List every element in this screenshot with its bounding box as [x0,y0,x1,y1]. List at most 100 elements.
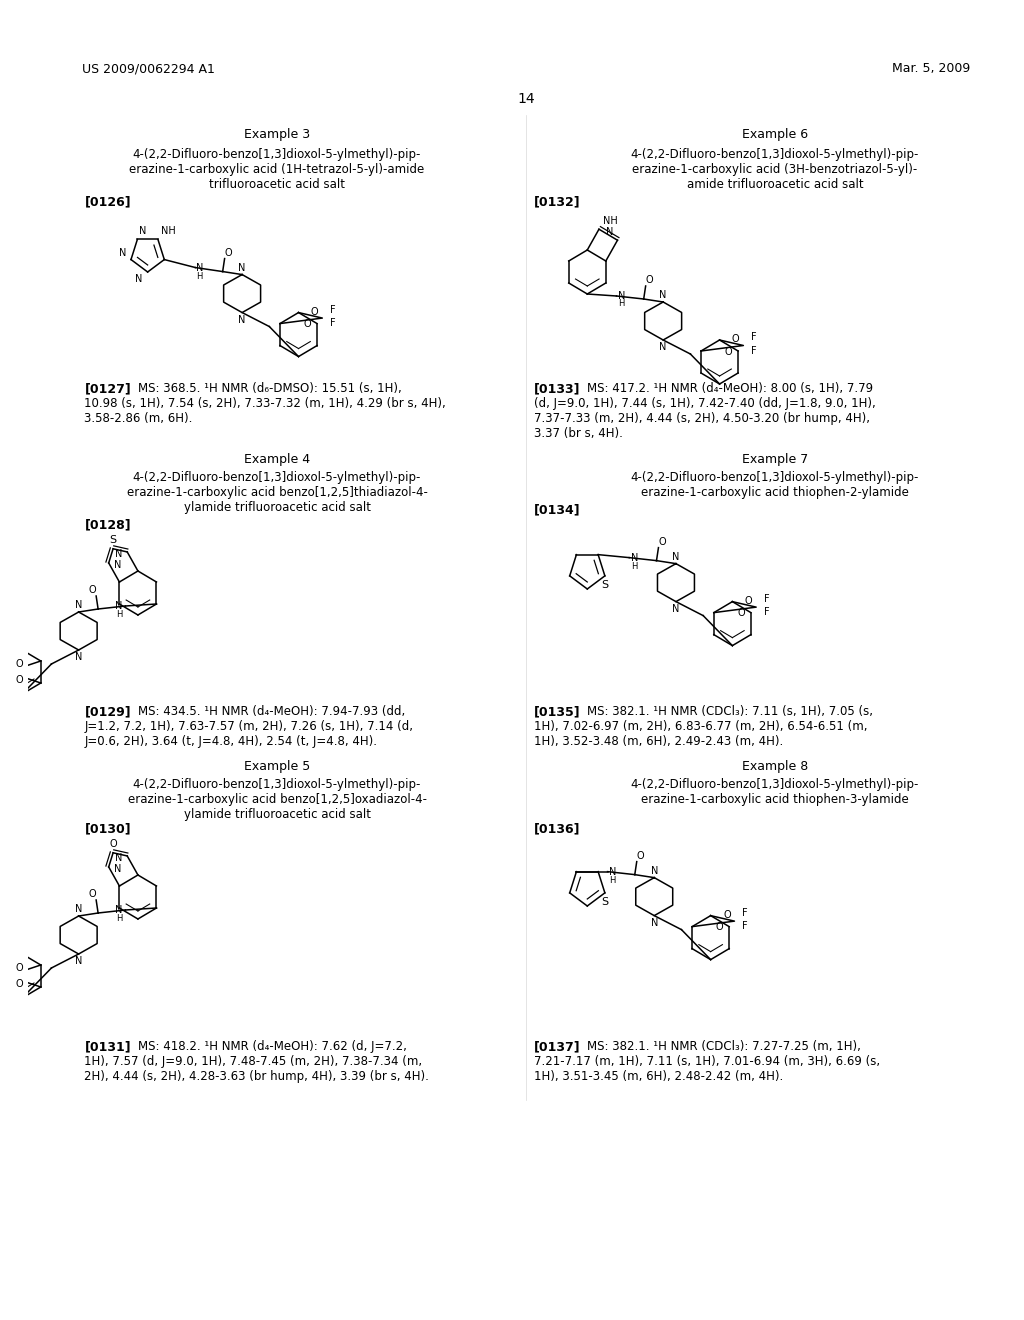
Text: N: N [606,227,613,238]
Text: 2H), 4.44 (s, 2H), 4.28-3.63 (br hump, 4H), 3.39 (br s, 4H).: 2H), 4.44 (s, 2H), 4.28-3.63 (br hump, 4… [84,1071,429,1082]
Text: F: F [742,908,748,919]
Text: ylamide trifluoroacetic acid salt: ylamide trifluoroacetic acid salt [183,502,371,513]
Text: 4-(2,2-Difluoro-benzo[1,3]dioxol-5-ylmethyl)-pip-: 4-(2,2-Difluoro-benzo[1,3]dioxol-5-ylmet… [133,777,421,791]
Text: Example 3: Example 3 [244,128,310,141]
Text: MS: 382.1. ¹H NMR (CDCl₃): 7.11 (s, 1H), 7.05 (s,: MS: 382.1. ¹H NMR (CDCl₃): 7.11 (s, 1H),… [588,705,873,718]
Text: H: H [197,272,203,281]
Text: [0136]: [0136] [534,822,581,836]
Text: S: S [601,896,608,907]
Text: H: H [116,913,123,923]
Text: F: F [742,921,748,931]
Text: O: O [737,609,745,618]
Text: ylamide trifluoroacetic acid salt: ylamide trifluoroacetic acid salt [183,808,371,821]
Text: F: F [330,305,336,315]
Text: N: N [609,867,616,876]
Text: S: S [110,535,117,545]
Text: N: N [197,263,204,272]
Text: N: N [631,553,639,562]
Text: Example 4: Example 4 [244,453,310,466]
Text: N: N [119,248,126,257]
Text: 4-(2,2-Difluoro-benzo[1,3]dioxol-5-ylmethyl)-pip-: 4-(2,2-Difluoro-benzo[1,3]dioxol-5-ylmet… [631,777,920,791]
Text: F: F [764,607,770,618]
Text: [0127]: [0127] [84,381,131,395]
Text: 7.37-7.33 (m, 2H), 4.44 (s, 2H), 4.50-3.20 (br hump, 4H),: 7.37-7.33 (m, 2H), 4.44 (s, 2H), 4.50-3.… [534,412,869,425]
Text: NH: NH [161,227,175,236]
Text: O: O [646,275,653,285]
Text: N: N [75,652,82,663]
Text: N: N [115,906,123,915]
Text: US 2009/0062294 A1: US 2009/0062294 A1 [82,62,214,75]
Text: erazine-1-carboxylic acid (1H-tetrazol-5-yl)-amide: erazine-1-carboxylic acid (1H-tetrazol-5… [129,162,425,176]
Text: O: O [15,659,23,669]
Text: 1H), 3.52-3.48 (m, 6H), 2.49-2.43 (m, 4H).: 1H), 3.52-3.48 (m, 6H), 2.49-2.43 (m, 4H… [534,735,783,748]
Text: O: O [224,248,232,257]
Text: Example 6: Example 6 [742,128,808,141]
Text: O: O [311,306,318,317]
Text: O: O [725,347,732,356]
Text: 3.37 (br s, 4H).: 3.37 (br s, 4H). [534,426,623,440]
Text: O: O [732,334,739,345]
Text: erazine-1-carboxylic acid benzo[1,2,5]oxadiazol-4-: erazine-1-carboxylic acid benzo[1,2,5]ox… [128,793,427,807]
Text: 7.21-7.17 (m, 1H), 7.11 (s, 1H), 7.01-6.94 (m, 3H), 6.69 (s,: 7.21-7.17 (m, 1H), 7.11 (s, 1H), 7.01-6.… [534,1055,880,1068]
Text: MS: 418.2. ¹H NMR (d₄-MeOH): 7.62 (d, J=7.2,: MS: 418.2. ¹H NMR (d₄-MeOH): 7.62 (d, J=… [138,1040,407,1053]
Text: 4-(2,2-Difluoro-benzo[1,3]dioxol-5-ylmethyl)-pip-: 4-(2,2-Difluoro-benzo[1,3]dioxol-5-ylmet… [133,471,421,484]
Text: N: N [650,917,658,928]
Text: [0137]: [0137] [534,1040,581,1053]
Text: Example 5: Example 5 [244,760,310,774]
Text: J=0.6, 2H), 3.64 (t, J=4.8, 4H), 2.54 (t, J=4.8, 4H).: J=0.6, 2H), 3.64 (t, J=4.8, 4H), 2.54 (t… [84,735,378,748]
Text: O: O [15,962,23,973]
Text: trifluoroacetic acid salt: trifluoroacetic acid salt [209,178,345,191]
Text: S: S [601,579,608,590]
Text: Example 8: Example 8 [741,760,808,774]
Text: MS: 434.5. ¹H NMR (d₄-MeOH): 7.94-7.93 (dd,: MS: 434.5. ¹H NMR (d₄-MeOH): 7.94-7.93 (… [138,705,406,718]
Text: H: H [609,875,615,884]
Text: erazine-1-carboxylic acid thiophen-2-ylamide: erazine-1-carboxylic acid thiophen-2-yla… [641,486,909,499]
Text: O: O [723,909,731,920]
Text: 1H), 3.51-3.45 (m, 6H), 2.48-2.42 (m, 4H).: 1H), 3.51-3.45 (m, 6H), 2.48-2.42 (m, 4H… [534,1071,783,1082]
Text: N: N [659,342,667,352]
Text: F: F [764,594,770,605]
Text: N: N [673,552,680,561]
Text: Mar. 5, 2009: Mar. 5, 2009 [892,62,971,75]
Text: MS: 368.5. ¹H NMR (d₆-DMSO): 15.51 (s, 1H),: MS: 368.5. ¹H NMR (d₆-DMSO): 15.51 (s, 1… [138,381,401,395]
Text: 1H), 7.02-6.97 (m, 2H), 6.83-6.77 (m, 2H), 6.54-6.51 (m,: 1H), 7.02-6.97 (m, 2H), 6.83-6.77 (m, 2H… [534,719,867,733]
Text: [0135]: [0135] [534,705,581,718]
Text: [0126]: [0126] [84,195,131,209]
Text: erazine-1-carboxylic acid (3H-benzotriazol-5-yl)-: erazine-1-carboxylic acid (3H-benzotriaz… [633,162,918,176]
Text: H: H [116,610,123,619]
Text: 1H), 7.57 (d, J=9.0, 1H), 7.48-7.45 (m, 2H), 7.38-7.34 (m,: 1H), 7.57 (d, J=9.0, 1H), 7.48-7.45 (m, … [84,1055,423,1068]
Text: N: N [114,865,121,874]
Text: N: N [673,603,680,614]
Text: N: N [75,956,82,966]
Text: O: O [744,595,753,606]
Text: N: N [75,904,82,913]
Text: H: H [631,561,638,570]
Text: O: O [303,319,311,329]
Text: erazine-1-carboxylic acid benzo[1,2,5]thiadiazol-4-: erazine-1-carboxylic acid benzo[1,2,5]th… [127,486,427,499]
Text: 4-(2,2-Difluoro-benzo[1,3]dioxol-5-ylmethyl)-pip-: 4-(2,2-Difluoro-benzo[1,3]dioxol-5-ylmet… [631,148,920,161]
Text: N: N [115,853,122,863]
Text: N: N [115,601,123,611]
Text: F: F [752,333,757,342]
Text: N: N [75,601,82,610]
Text: 10.98 (s, 1H), 7.54 (s, 2H), 7.33-7.32 (m, 1H), 4.29 (br s, 4H),: 10.98 (s, 1H), 7.54 (s, 2H), 7.33-7.32 (… [84,397,446,411]
Text: F: F [330,318,336,329]
Text: N: N [135,275,142,284]
Text: [0133]: [0133] [534,381,581,395]
Text: O: O [88,888,96,899]
Text: N: N [239,263,246,272]
Text: 3.58-2.86 (m, 6H).: 3.58-2.86 (m, 6H). [84,412,193,425]
Text: erazine-1-carboxylic acid thiophen-3-ylamide: erazine-1-carboxylic acid thiophen-3-yla… [641,793,909,807]
Text: [0130]: [0130] [84,822,131,836]
Text: N: N [239,314,246,325]
Text: J=1.2, 7.2, 1H), 7.63-7.57 (m, 2H), 7.26 (s, 1H), 7.14 (d,: J=1.2, 7.2, 1H), 7.63-7.57 (m, 2H), 7.26… [84,719,414,733]
Text: N: N [115,549,122,558]
Text: Example 7: Example 7 [741,453,808,466]
Text: [0128]: [0128] [84,517,131,531]
Text: [0134]: [0134] [534,503,581,516]
Text: 4-(2,2-Difluoro-benzo[1,3]dioxol-5-ylmethyl)-pip-: 4-(2,2-Difluoro-benzo[1,3]dioxol-5-ylmet… [631,471,920,484]
Text: O: O [15,676,23,685]
Text: 4-(2,2-Difluoro-benzo[1,3]dioxol-5-ylmethyl)-pip-: 4-(2,2-Difluoro-benzo[1,3]dioxol-5-ylmet… [133,148,421,161]
Text: NH: NH [603,216,617,226]
Text: MS: 417.2. ¹H NMR (d₄-MeOH): 8.00 (s, 1H), 7.79: MS: 417.2. ¹H NMR (d₄-MeOH): 8.00 (s, 1H… [588,381,873,395]
